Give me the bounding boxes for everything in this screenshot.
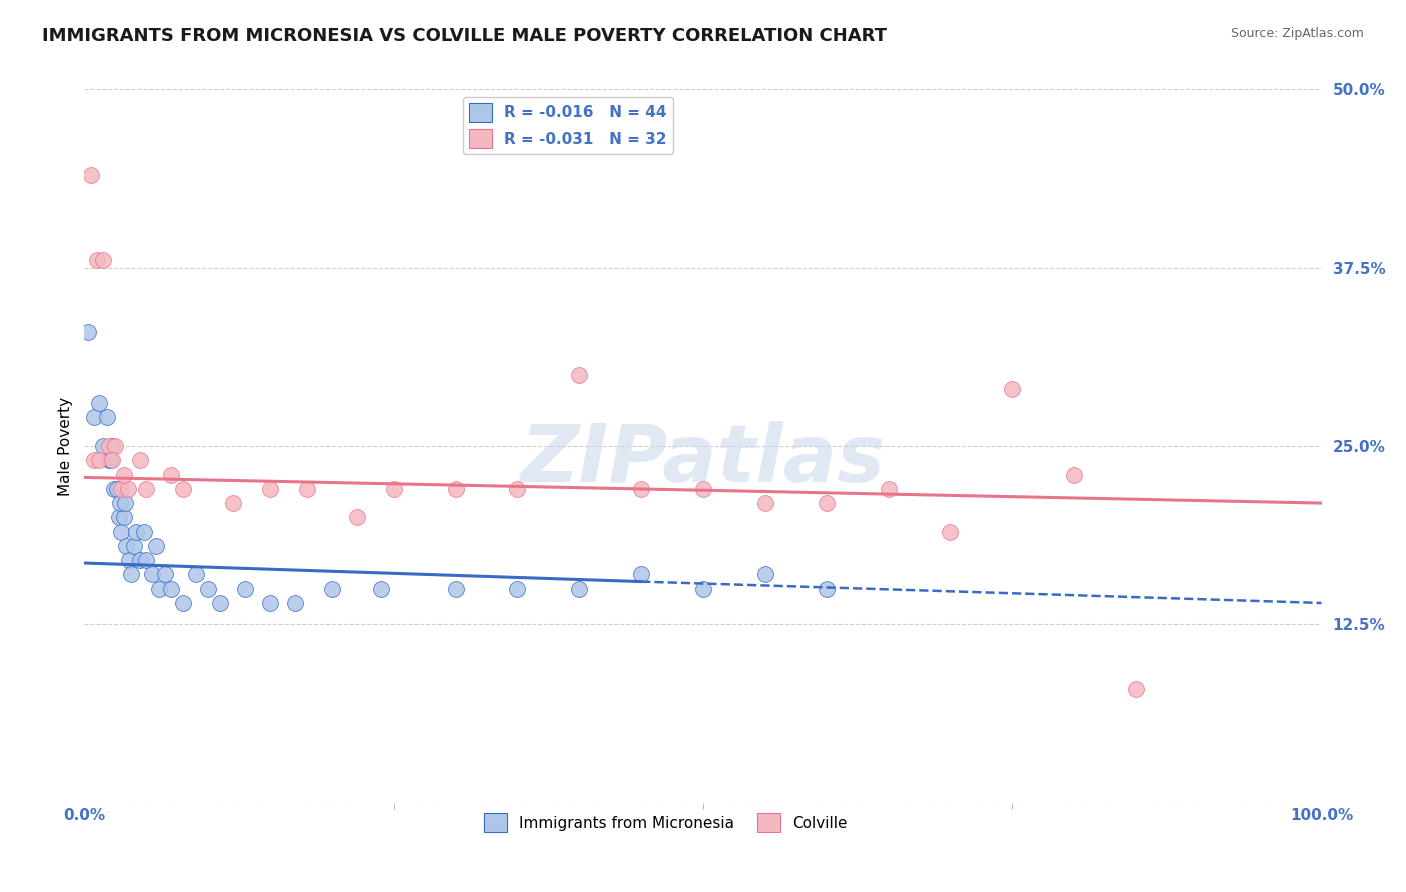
Point <box>145 539 167 553</box>
Point <box>96 410 118 425</box>
Point <box>108 510 131 524</box>
Point <box>295 482 318 496</box>
Point <box>98 453 121 467</box>
Y-axis label: Male Poverty: Male Poverty <box>58 396 73 496</box>
Point <box>105 482 128 496</box>
Point <box>148 582 170 596</box>
Point <box>382 482 405 496</box>
Point <box>110 482 132 496</box>
Point <box>233 582 256 596</box>
Point <box>1001 382 1024 396</box>
Point <box>100 439 122 453</box>
Point <box>754 567 776 582</box>
Point <box>444 482 467 496</box>
Point <box>110 496 132 510</box>
Point <box>122 539 145 553</box>
Point <box>1063 467 1085 482</box>
Point <box>112 467 135 482</box>
Point <box>83 410 105 425</box>
Point <box>346 510 368 524</box>
Point <box>692 482 714 496</box>
Text: ZIPatlas: ZIPatlas <box>520 421 886 500</box>
Point <box>815 496 838 510</box>
Point <box>692 582 714 596</box>
Text: Source: ZipAtlas.com: Source: ZipAtlas.com <box>1230 27 1364 40</box>
Point <box>91 439 114 453</box>
Point <box>172 596 194 610</box>
Point <box>160 467 183 482</box>
Point <box>754 496 776 510</box>
Point <box>100 453 122 467</box>
Legend: Immigrants from Micronesia, Colville: Immigrants from Micronesia, Colville <box>478 807 853 838</box>
Point <box>91 253 114 268</box>
Text: IMMIGRANTS FROM MICRONESIA VS COLVILLE MALE POVERTY CORRELATION CHART: IMMIGRANTS FROM MICRONESIA VS COLVILLE M… <box>42 27 887 45</box>
Point <box>259 482 281 496</box>
Point <box>135 482 157 496</box>
Point <box>77 325 100 339</box>
Point <box>125 524 148 539</box>
Point <box>284 596 307 610</box>
Point <box>370 582 392 596</box>
Point <box>184 567 207 582</box>
Point <box>172 482 194 496</box>
Point <box>1125 681 1147 696</box>
Point <box>444 582 467 596</box>
Point <box>160 582 183 596</box>
Point <box>104 439 127 453</box>
Point <box>132 524 155 539</box>
Point <box>120 567 142 582</box>
Point <box>117 482 139 496</box>
Point <box>209 596 232 610</box>
Point <box>321 582 343 596</box>
Point <box>86 253 108 268</box>
Point <box>630 567 652 582</box>
Point <box>815 582 838 596</box>
Point <box>118 553 141 567</box>
Point <box>197 582 219 596</box>
Point <box>115 539 138 553</box>
Point <box>103 482 125 496</box>
Point <box>222 496 245 510</box>
Point <box>114 496 136 510</box>
Point <box>110 524 132 539</box>
Point <box>98 439 121 453</box>
Point <box>79 168 101 182</box>
Point <box>506 582 529 596</box>
Point <box>568 582 591 596</box>
Point <box>141 567 163 582</box>
Point <box>98 453 121 467</box>
Point <box>129 553 152 567</box>
Point <box>89 453 111 467</box>
Point <box>135 553 157 567</box>
Point <box>568 368 591 382</box>
Point <box>877 482 900 496</box>
Point <box>89 396 111 410</box>
Point <box>506 482 529 496</box>
Point <box>630 482 652 496</box>
Point <box>259 596 281 610</box>
Point <box>83 453 105 467</box>
Point <box>153 567 176 582</box>
Point <box>129 453 152 467</box>
Point <box>112 510 135 524</box>
Point <box>939 524 962 539</box>
